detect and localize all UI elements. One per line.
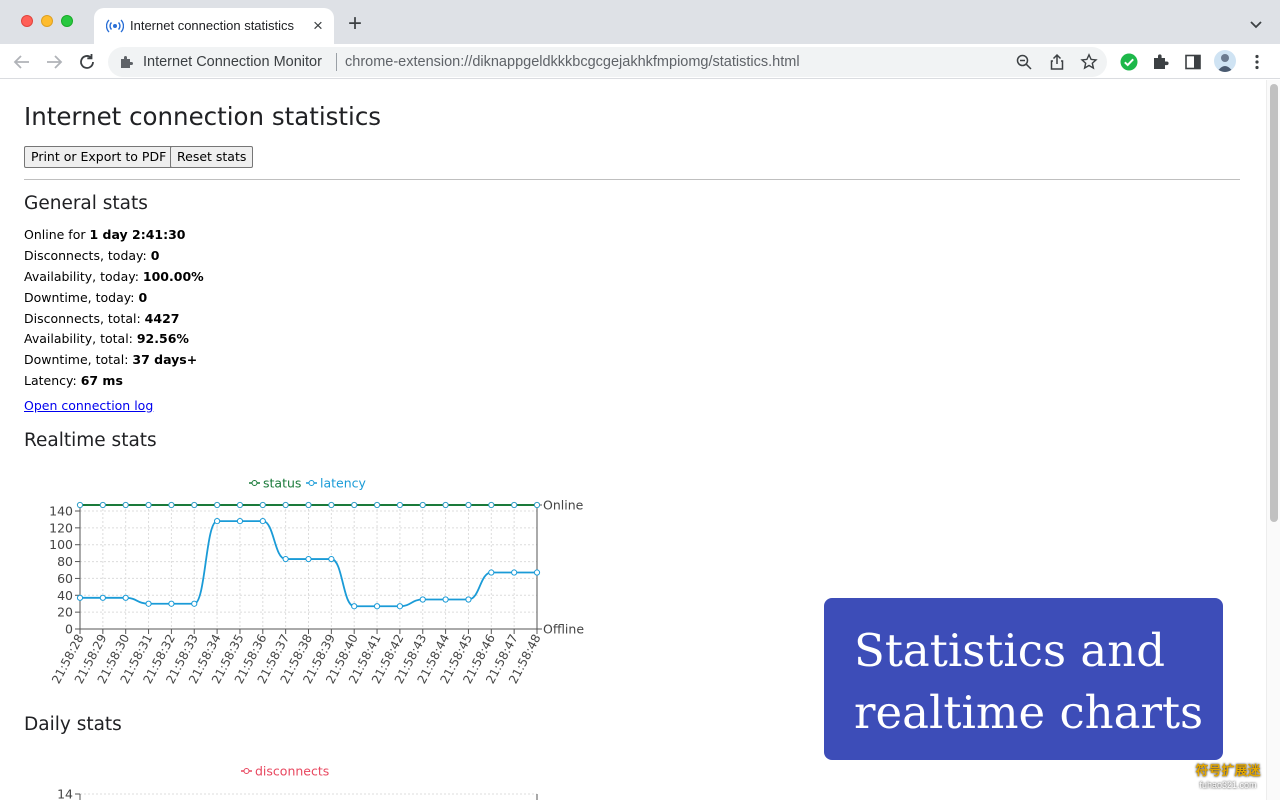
omnibox-divider: [336, 53, 337, 71]
stat-online-for: Online for 1 day 2:41:30: [24, 227, 186, 242]
browser-toolbar: Internet Connection Monitor chrome-exten…: [0, 44, 1280, 79]
zoom-icon[interactable]: [1015, 53, 1033, 71]
page-scrollbar[interactable]: [1266, 80, 1280, 800]
stat-disconnects-total: Disconnects, total: 4427: [24, 311, 180, 326]
avatar[interactable]: [1214, 50, 1236, 72]
stat-downtime-today: Downtime, today: 0: [24, 290, 148, 305]
reload-icon[interactable]: [75, 50, 99, 74]
share-icon[interactable]: [1048, 53, 1066, 71]
open-connection-log-link[interactable]: Open connection log: [24, 398, 154, 413]
minimize-window-button[interactable]: [41, 15, 53, 27]
stat-latency: Latency: 67 ms: [24, 373, 123, 388]
promo-text: Statistics and realtime charts: [854, 620, 1214, 744]
omnibox-url[interactable]: chrome-extension://diknappgeldkkkbcgcgej…: [345, 54, 800, 70]
bookmark-star-icon[interactable]: [1080, 53, 1098, 71]
zoom-window-button[interactable]: [61, 15, 73, 27]
tab-strip: Internet connection statistics - Interne…: [0, 0, 1280, 44]
menu-icon[interactable]: [1247, 52, 1267, 72]
back-icon[interactable]: [10, 50, 34, 74]
promo-banner: Statistics and realtime charts: [824, 598, 1223, 760]
extension-icon: [121, 56, 133, 68]
new-tab-button[interactable]: +: [347, 10, 362, 37]
active-tab[interactable]: Internet connection statistics - Interne…: [94, 8, 334, 44]
tab-close-icon[interactable]: ×: [313, 16, 323, 35]
watermark: 符号扩展迷 fuhao321.com: [1180, 764, 1276, 792]
page-title: Internet connection statistics: [24, 102, 382, 131]
close-window-button[interactable]: [21, 15, 33, 27]
general-stats-heading: General stats: [24, 193, 148, 214]
avatar-figure-icon: [1217, 54, 1233, 72]
omnibox-site-name: Internet Connection Monitor: [143, 54, 322, 70]
stat-availability-today: Availability, today: 100.00%: [24, 269, 204, 284]
side-panel-icon[interactable]: [1183, 52, 1203, 72]
realtime-stats-heading: Realtime stats: [24, 430, 157, 451]
stat-availability-total: Availability, total: 92.56%: [24, 331, 189, 346]
forward-icon[interactable]: [42, 50, 66, 74]
reset-stats-button[interactable]: Reset stats: [170, 146, 254, 168]
watermark-url: fuhao321.com: [1199, 780, 1257, 790]
stat-disconnects-today: Disconnects, today: 0: [24, 248, 160, 263]
tab-search-icon[interactable]: [1246, 14, 1266, 34]
broadcast-icon: [106, 19, 124, 33]
puzzle-icon[interactable]: [1151, 52, 1171, 72]
daily-stats-heading: Daily stats: [24, 714, 122, 735]
tab-title: Internet connection statistics - Interne…: [130, 18, 298, 33]
divider: [24, 179, 1240, 180]
connection-ok-icon[interactable]: [1119, 52, 1139, 72]
scrollbar-thumb[interactable]: [1270, 84, 1278, 522]
print-export-pdf-button[interactable]: Print or Export to PDF: [24, 146, 174, 168]
promo-line-2: realtime charts: [854, 686, 1204, 739]
address-bar[interactable]: Internet Connection Monitor chrome-exten…: [108, 47, 1107, 77]
watermark-cn: 符号扩展迷: [1195, 763, 1261, 778]
stat-downtime-total: Downtime, total: 37 days+: [24, 352, 198, 367]
promo-line-1: Statistics and: [854, 624, 1166, 677]
